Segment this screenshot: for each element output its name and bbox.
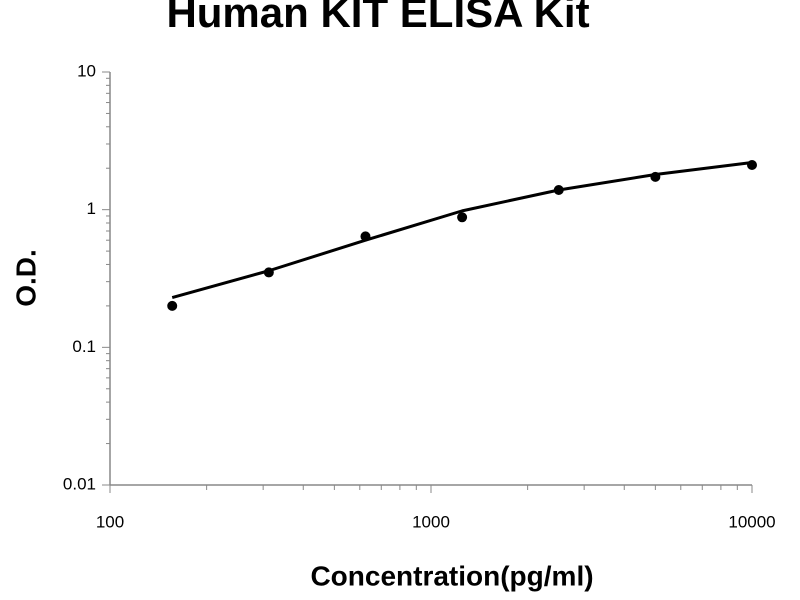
fit-line <box>171 161 753 299</box>
x-tick-label: 100 <box>96 512 124 531</box>
x-tick-label: 10000 <box>728 512 775 531</box>
y-tick-label: 0.1 <box>72 337 96 356</box>
data-point <box>167 300 178 311</box>
x-axis-label: Concentration(pg/ml) <box>310 560 593 591</box>
y-axis-label: O.D. <box>10 249 41 307</box>
y-tick-label: 0.01 <box>63 474 96 493</box>
data-point <box>457 212 468 223</box>
chart-title: Human KIT ELISA Kit <box>166 0 589 36</box>
x-tick-label: 1000 <box>412 512 450 531</box>
y-tick-label: 1 <box>87 199 96 218</box>
y-tick-label: 10 <box>77 61 96 80</box>
